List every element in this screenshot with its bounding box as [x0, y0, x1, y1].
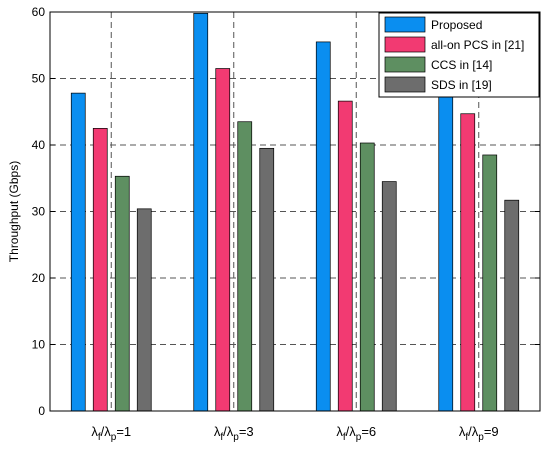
bar-2-2: [359, 142, 375, 412]
bar-0-3: [438, 94, 454, 412]
y-axis-label: Throughput (Gbps): [7, 161, 21, 262]
bar-1-1: [215, 68, 231, 412]
bar-3-3: [504, 199, 520, 412]
x-category-label-2: λf/λp=6: [336, 424, 376, 443]
legend-label-3: SDS in [19]: [431, 78, 492, 92]
y-tick-label-1: 10: [32, 338, 46, 352]
bar-0-1: [193, 12, 209, 412]
x-category-labels: λf/λp=1 λf/λp=3 λf/λp=6 λf/λp=9: [91, 424, 498, 443]
bar-1-0: [92, 128, 108, 412]
legend-label-1: all-on PCS in [21]: [431, 38, 524, 52]
grid-lines: [50, 12, 540, 411]
y-tick-label-0: 0: [38, 404, 45, 418]
bar-2-1: [237, 121, 253, 412]
bar-3-2: [381, 181, 397, 412]
bar-2-0: [114, 175, 130, 412]
x-category-label-0: λf/λp=1: [91, 424, 131, 443]
legend-label-0: Proposed: [431, 18, 482, 32]
legend: Proposed all-on PCS in [21] CCS in [14] SDS…: [378, 12, 540, 98]
legend-swatch-2: [384, 56, 426, 73]
y-tick-label-5: 50: [32, 72, 46, 86]
bar-3-0: [136, 208, 152, 412]
y-ticks: 0 10 20 30 40 50 60: [32, 5, 540, 418]
y-tick-label-2: 20: [32, 271, 46, 285]
bars: [70, 12, 520, 412]
y-tick-label-4: 40: [32, 138, 46, 152]
bar-1-3: [460, 113, 476, 412]
y-tick-label-6: 60: [32, 5, 46, 19]
x-category-label-3: λf/λp=9: [459, 424, 499, 443]
x-category-label-1: λf/λp=3: [214, 424, 254, 443]
legend-swatch-0: [384, 16, 426, 33]
bar-0-0: [70, 92, 86, 412]
bar-2-3: [482, 154, 498, 412]
bar-0-2: [315, 41, 331, 412]
bar-3-1: [259, 147, 275, 412]
legend-swatch-1: [384, 36, 426, 53]
y-tick-label-3: 30: [32, 205, 46, 219]
legend-label-2: CCS in [14]: [431, 58, 492, 72]
bar-1-2: [337, 100, 353, 412]
legend-swatch-3: [384, 76, 426, 93]
